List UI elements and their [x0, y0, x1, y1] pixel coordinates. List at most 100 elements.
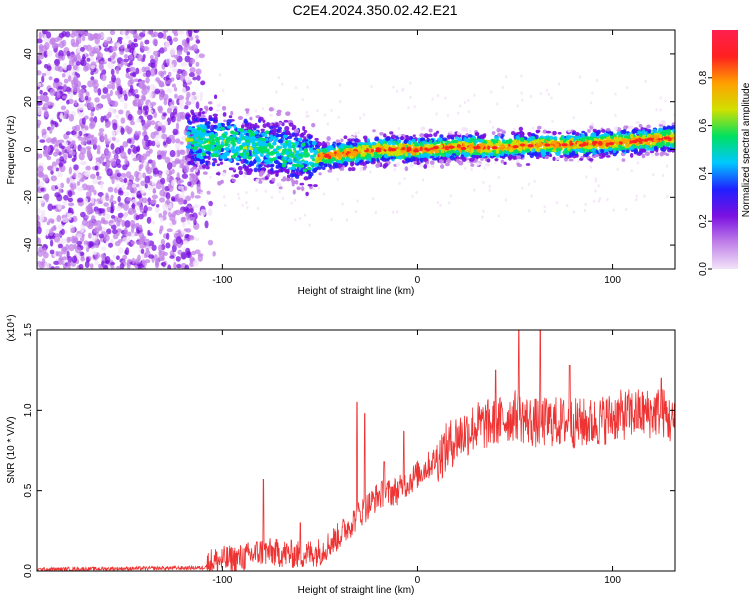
spectrogram-cell	[536, 148, 541, 153]
spectrogram-cell	[307, 183, 313, 187]
spectrogram-cell	[138, 224, 143, 231]
spectrogram-cell	[580, 137, 586, 143]
spectrogram-cell	[521, 186, 524, 190]
spectrogram-cell	[77, 197, 84, 203]
spectrogram-cell	[396, 139, 402, 143]
spectrogram-cell	[145, 150, 151, 157]
spectrogram-cell	[197, 254, 203, 262]
spectrogram-cell	[160, 177, 166, 185]
spectrogram-cell	[44, 95, 50, 103]
spectrogram-cell	[171, 83, 177, 88]
spectrogram-cell	[42, 247, 47, 254]
spectrogram-cell	[138, 185, 143, 192]
spectrogram-cell	[379, 132, 384, 136]
spectrogram-cell	[87, 232, 92, 239]
spectrogram-cell	[595, 132, 600, 136]
spectrogram-cell	[651, 142, 656, 146]
spectrogram-cell	[291, 145, 296, 148]
spectrogram-cell	[125, 247, 130, 256]
spectrogram-cell	[356, 199, 359, 203]
spectrogram-cell	[106, 206, 111, 213]
spectrogram-cell	[354, 131, 358, 135]
spectrogram-cell	[204, 220, 209, 229]
spectrogram-cell	[141, 80, 145, 85]
spectrogram-cell	[100, 253, 106, 259]
spectrogram-cell	[71, 255, 78, 264]
spectrogram-cell	[55, 250, 59, 257]
spectrogram-cell	[177, 112, 184, 119]
spectrogram-cell	[661, 173, 665, 178]
spectrogram-cell	[653, 145, 658, 151]
spectrogram-cell	[50, 175, 58, 182]
spectrogram-cell	[192, 259, 199, 267]
spectrogram-cell	[294, 85, 298, 90]
spectrogram-cell	[448, 201, 451, 205]
spectrogram-cell	[221, 122, 226, 127]
spectrogram-cell	[94, 260, 100, 266]
spectrogram-cell	[527, 132, 532, 136]
spectrogram-cell	[119, 262, 125, 269]
spectrogram-cell	[347, 138, 353, 142]
spectrogram-cell	[98, 128, 105, 133]
spectrogram-cell	[594, 179, 598, 183]
spectrogram-cell	[339, 99, 342, 104]
spectrogram-cell	[117, 212, 124, 218]
spectrogram-cell	[84, 169, 91, 178]
spectrogram-cell	[188, 121, 193, 125]
spectrogram-cell	[659, 108, 662, 112]
spectrogram-cell	[237, 115, 244, 120]
spectrogram-cell	[302, 126, 306, 131]
spectrogram-cell	[434, 157, 439, 161]
spectrogram-cell	[157, 121, 163, 126]
spectrogram-cell	[237, 196, 241, 200]
spectrogram-cell	[80, 140, 87, 146]
spectrogram-cell	[183, 45, 188, 53]
spectrogram-cell	[553, 136, 558, 141]
spectrogram-cell	[169, 250, 175, 257]
spectrogram-cell	[428, 128, 433, 133]
spectrogram-cell	[119, 96, 125, 103]
spectrogram-cell	[136, 53, 143, 62]
spectrogram-cell	[54, 58, 61, 67]
spectrogram-cell	[226, 119, 232, 125]
spectrogram-cell	[69, 91, 74, 99]
spectrogram-cell	[199, 91, 204, 100]
spectrogram-cell	[190, 158, 194, 163]
spectrogram-cell	[212, 250, 216, 257]
spectrogram-cell	[42, 91, 48, 96]
spectrogram-cell	[382, 164, 387, 169]
spectrogram-cell	[87, 134, 94, 139]
spectrogram-cell	[616, 132, 620, 135]
spectrogram-cell	[248, 149, 252, 154]
spectrogram-cell	[624, 207, 628, 212]
spectrogram-cell	[42, 103, 49, 111]
spectrogram-cell	[87, 96, 92, 102]
spectrogram-cell	[497, 175, 501, 180]
spectrogram-cell	[206, 125, 211, 129]
spectrogram-cell	[123, 203, 129, 211]
spectrogram-cell	[155, 258, 160, 267]
spectrogram-cell	[615, 141, 620, 145]
spectrogram-cell	[153, 111, 157, 119]
spectrogram-cell	[37, 135, 40, 140]
spectrogram-cell	[97, 200, 103, 205]
spectrogram-cell	[149, 91, 153, 100]
spectrogram-cell	[161, 184, 165, 192]
spectrogram-cell	[57, 243, 64, 249]
spectrogram-cell	[110, 68, 115, 76]
spectrogram-cell	[79, 122, 83, 127]
spectrogram-cell	[111, 82, 116, 91]
spectrogram-cell	[116, 219, 121, 227]
spectrogram-cell	[105, 192, 109, 199]
spectrogram-cell	[75, 173, 82, 181]
spectrogram-cell	[171, 219, 177, 225]
spectrogram-cell	[651, 153, 654, 157]
spectrogram-cell	[97, 87, 102, 96]
spectrogram-cell	[243, 165, 249, 170]
spectrogram-cell	[191, 166, 197, 170]
spectrogram-cell	[135, 118, 142, 123]
spectrogram-cell	[413, 143, 419, 147]
spectrogram-cell	[182, 81, 188, 89]
spectrogram-cell	[151, 194, 158, 200]
spectrogram-cell	[452, 153, 456, 156]
